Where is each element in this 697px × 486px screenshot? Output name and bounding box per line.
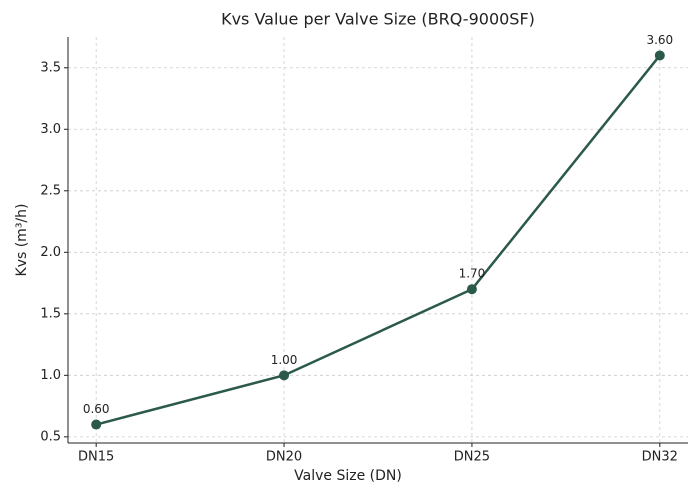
y-tick-label: 0.5: [40, 429, 61, 444]
x-axis-label: Valve Size (DN): [294, 468, 402, 484]
data-label: 0.60: [83, 402, 110, 416]
x-tick-label: DN32: [642, 450, 678, 465]
y-tick-label: 3.5: [40, 60, 61, 75]
point: [279, 370, 290, 381]
data-label: 1.70: [459, 267, 486, 281]
y-axis-label: Kvs (m³/h): [14, 204, 30, 277]
x-tick-label: DN25: [454, 450, 490, 465]
data-label: 1.00: [271, 353, 298, 367]
y-tick-label: 2.0: [40, 245, 61, 260]
x-tick-label: DN20: [266, 450, 302, 465]
data-label: 3.60: [646, 33, 673, 47]
point: [654, 50, 665, 61]
line: [95, 54, 661, 426]
point: [91, 419, 102, 430]
point: [466, 284, 477, 295]
x-tick-label: DN15: [78, 450, 114, 465]
y-tick-label: 1.5: [40, 306, 61, 321]
y-tick-label: 3.0: [40, 122, 61, 137]
y-tick-label: 1.0: [40, 368, 61, 383]
y-tick-label: 2.5: [40, 183, 61, 198]
chart-title: Kvs Value per Valve Size (BRQ-9000SF): [221, 10, 535, 29]
